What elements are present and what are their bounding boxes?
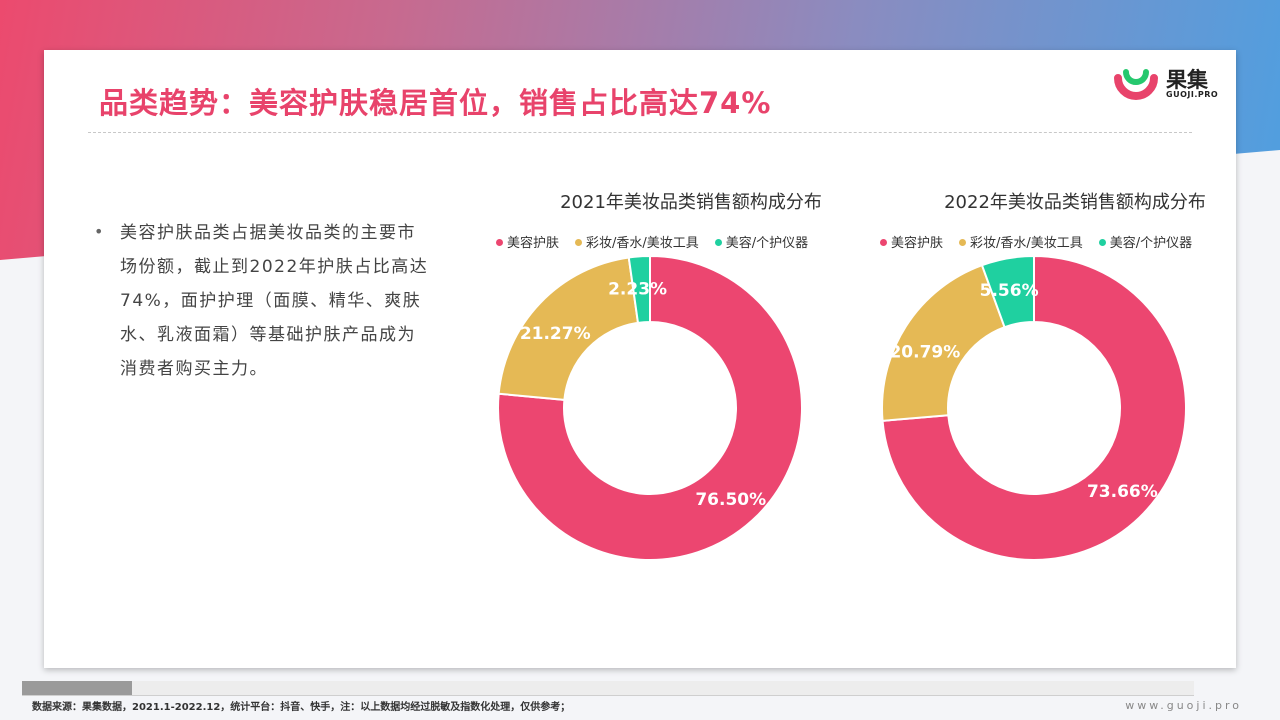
legend-swatch: [714, 239, 722, 246]
legend-swatch: [880, 239, 887, 246]
legend-item: 彩妆/香水/美妆工具: [575, 232, 699, 251]
legend-label: 美容/个护仪器: [1109, 236, 1193, 251]
logo-name: 果集: [1166, 68, 1208, 92]
slice-data-label: 20.79%: [889, 342, 960, 362]
slice-data-label: 73.66%: [1087, 482, 1158, 502]
slice-data-label: 76.50%: [695, 490, 766, 510]
chart-legend: 美容护肤 彩妆/香水/美妆工具 美容/个护仪器: [496, 232, 824, 251]
logo-subtitle: GUOJI.PRO: [1166, 90, 1219, 99]
donut-plot: 73.66% 20.79% 5.56%: [881, 254, 1187, 561]
slide-card: 品类趋势：美容护肤稳居首位，销售占比高达74% 果集 GUOJI.PRO • 美…: [44, 50, 1236, 668]
legend-item: 彩妆/香水/美妆工具: [959, 232, 1083, 251]
legend-item: 美容/个护仪器: [1098, 232, 1193, 251]
legend-label: 美容护肤: [507, 236, 560, 251]
bullet-dot-icon: •: [94, 222, 104, 241]
legend-item: 美容护肤: [496, 232, 559, 251]
title-divider: [88, 132, 1192, 133]
donut-slice: [980, 254, 1035, 329]
legend-swatch: [496, 239, 503, 246]
logo-icon: [1114, 69, 1158, 100]
brand-logo: 果集 GUOJI.PRO: [1112, 62, 1222, 106]
data-source-note: 数据来源：果集数据，2021.1-2022.12，统计平台：抖音、快手，注：以上…: [32, 702, 571, 713]
slice-data-label: 21.27%: [520, 324, 591, 344]
donut-plot: 76.50% 21.27% 2.23%: [497, 254, 803, 561]
donut-slice: [627, 254, 651, 324]
chart-title: 2021年美妆品类销售额构成分布: [560, 192, 822, 213]
legend-item: 美容/个护仪器: [714, 232, 809, 251]
donut-slice: [497, 254, 803, 561]
chart-title: 2022年美妆品类销售额构成分布: [944, 192, 1206, 213]
legend-label: 彩妆/香水/美妆工具: [970, 236, 1083, 251]
legend-label: 美容护肤: [891, 236, 944, 251]
footer-divider: [22, 695, 1194, 696]
summary-text: 美容护肤品类占据美妆品类的主要市场份额，截止到2022年护肤占比高达74%，面护…: [120, 223, 429, 379]
legend-swatch: [1098, 239, 1106, 246]
slice-data-label: 2.23%: [608, 279, 667, 299]
page-title: 品类趋势：美容护肤稳居首位，销售占比高达74%: [99, 86, 772, 120]
chart-legend: 美容护肤 彩妆/香水/美妆工具 美容/个护仪器: [880, 232, 1208, 251]
footer-progress-fill: [22, 681, 132, 695]
legend-label: 彩妆/香水/美妆工具: [586, 236, 699, 251]
footer-progress-track: [22, 681, 1194, 695]
site-url: www.guoji.pro: [1125, 699, 1242, 712]
slice-data-label: 5.56%: [980, 281, 1039, 301]
donut-slice: [881, 263, 1006, 422]
donut-slice: [881, 254, 1187, 561]
legend-swatch: [959, 239, 967, 246]
donut-slice: [497, 256, 640, 401]
legend-swatch: [575, 239, 583, 246]
legend-item: 美容护肤: [880, 232, 943, 251]
legend-label: 美容/个护仪器: [725, 236, 809, 251]
